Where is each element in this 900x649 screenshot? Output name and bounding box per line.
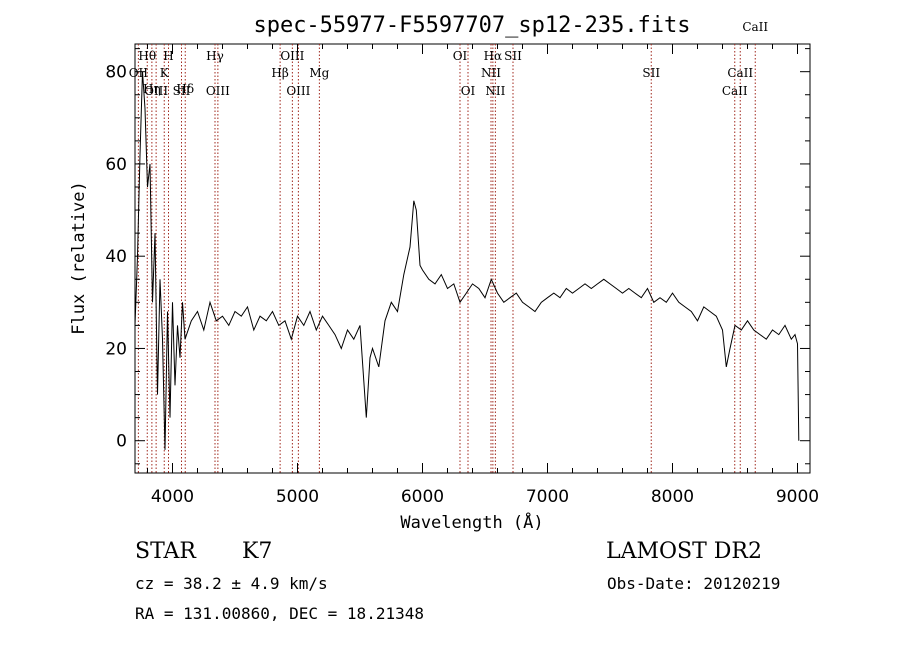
coordinates: RA = 131.00860, DEC = 18.21348	[135, 604, 424, 623]
spectral-line-label: OIII	[144, 84, 168, 98]
axis-tick-labels: 4000 5000 6000 7000 8000 9000 0 20 40 60 80	[105, 63, 819, 507]
spectral-line-label: SII	[642, 66, 660, 80]
spectral-line-markers	[137, 44, 756, 473]
survey-name: LAMOST DR2	[606, 539, 762, 564]
spectral-line-label: Hγ	[206, 49, 224, 63]
spectral-line-label: SII	[173, 84, 191, 98]
object-class: STAR	[135, 539, 197, 564]
y-tick-label: 0	[116, 432, 127, 452]
spectral-line-label: OII	[129, 66, 149, 80]
spectral-line-label: SII	[504, 49, 522, 63]
spectral-line-label: K	[160, 66, 170, 80]
spectral-line-label: Hβ	[271, 66, 288, 80]
chart-title: spec-55977-F5597707_sp12-235.fits	[253, 13, 690, 38]
axis-ticks	[135, 44, 810, 473]
spectral-line-label: Hα	[484, 49, 503, 63]
spectral-line-label: Hθ	[138, 49, 156, 63]
y-tick-label: 80	[105, 63, 127, 83]
y-tick-label: 60	[105, 155, 127, 175]
spectral-line-label: CaII	[727, 66, 753, 80]
spectral-line-label: OI	[453, 49, 468, 63]
x-tick-label: 6000	[401, 487, 444, 507]
redshift-cz: cz = 38.2 ± 4.9 km/s	[135, 574, 328, 593]
spectral-line-label: Mg	[309, 66, 329, 80]
spectral-line-label: OI	[461, 84, 476, 98]
spectral-line-label: OIII	[280, 49, 304, 63]
spectral-line-label: OIII	[286, 84, 310, 98]
spectral-line-label: CaII	[742, 20, 768, 34]
plot-frame	[134, 43, 811, 474]
x-axis-label: Wavelength (Å)	[400, 511, 543, 533]
spectral-line-label: CaII	[722, 84, 748, 98]
x-tick-label: 4000	[151, 487, 194, 507]
spectral-line-label: H	[163, 49, 173, 63]
spectral-line-label: NII	[485, 84, 505, 98]
spectral-line-labels: HθHηOIIOIIIHKHδSIIHγOIIIOIIIHβOIIIMgOIOI…	[129, 20, 769, 98]
y-tick-label: 40	[105, 247, 127, 267]
x-tick-label: 7000	[526, 487, 569, 507]
y-axis-label: Flux (relative)	[69, 181, 89, 335]
object-subclass: K7	[242, 539, 272, 564]
spectrum-line	[134, 71, 800, 450]
spectral-line-label: OIII	[206, 84, 230, 98]
observation-date: Obs-Date: 20120219	[607, 574, 780, 593]
x-tick-label: 9000	[776, 487, 819, 507]
x-tick-label: 5000	[276, 487, 319, 507]
x-tick-label: 8000	[651, 487, 694, 507]
spectral-line-label: NII	[481, 66, 501, 80]
plot-area	[134, 43, 811, 474]
y-tick-label: 20	[105, 339, 127, 359]
spectral-line-label: Hδ	[176, 82, 194, 96]
spectral-line-label: Hη	[143, 82, 161, 96]
